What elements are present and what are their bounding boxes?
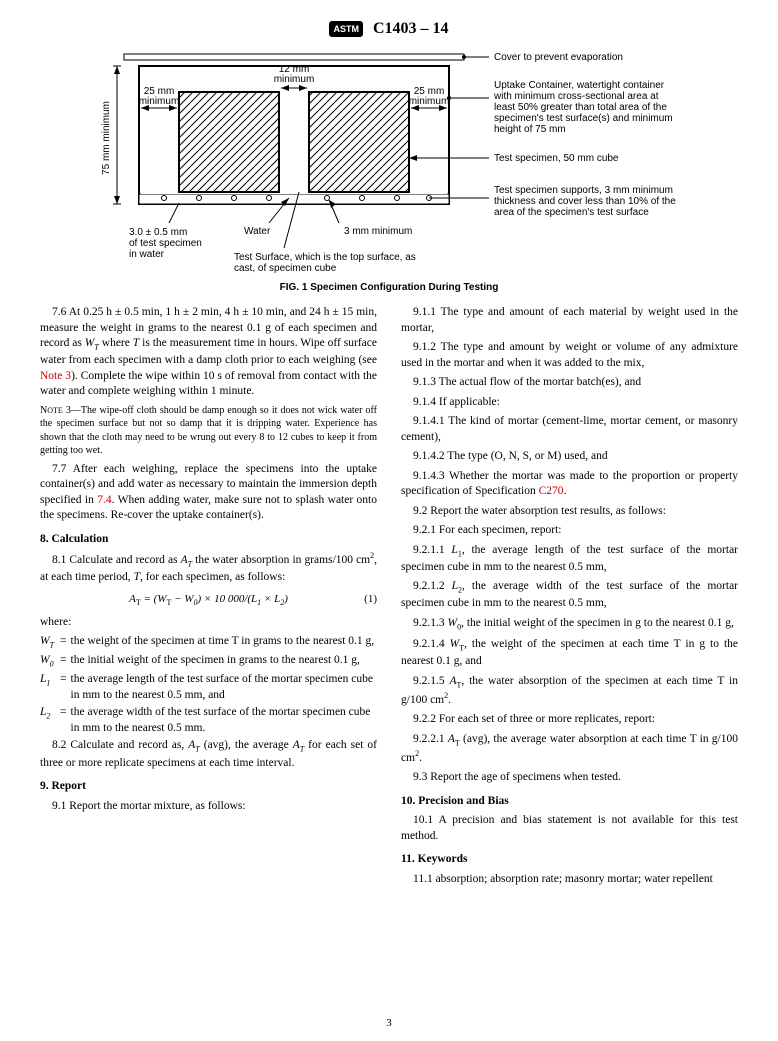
para-9-2-1-5: 9.2.1.5 AT, the water absorption of the …	[401, 674, 738, 708]
para-9-1-3: 9.1.3 The actual flow of the mortar batc…	[401, 375, 738, 391]
section-10: 10. Precision and Bias	[401, 794, 738, 810]
where-label: where:	[40, 615, 377, 631]
astm-logo: ASTM	[329, 21, 363, 37]
equation-number: (1)	[364, 592, 377, 607]
para-9-1: 9.1 Report the mortar mixture, as follow…	[40, 799, 377, 815]
svg-text:height of 75 mm: height of 75 mm	[494, 124, 566, 135]
para-9-1-1: 9.1.1 The type and amount of each materi…	[401, 305, 738, 336]
svg-text:Cover to prevent evaporation: Cover to prevent evaporation	[494, 52, 623, 63]
svg-text:in water: in water	[129, 249, 165, 260]
svg-text:Uptake Container, watertight c: Uptake Container, watertight container	[494, 80, 665, 91]
page-header: ASTM C1403 – 14	[40, 20, 738, 38]
table-row: L2=the average width of the test surface…	[40, 705, 377, 738]
svg-text:of test specimen: of test specimen	[129, 238, 202, 249]
svg-text:75 mm minimum: 75 mm minimum	[101, 101, 112, 175]
para-7-7: 7.7 After each weighing, replace the spe…	[40, 462, 377, 524]
para-9-2-1-2: 9.2.1.2 L2, the average width of the tes…	[401, 579, 738, 612]
para-9-1-4-2: 9.1.4.2 The type (O, N, S, or M) used, a…	[401, 449, 738, 465]
svg-text:3.0 ± 0.5 mm: 3.0 ± 0.5 mm	[129, 227, 187, 238]
svg-text:cast, of specimen cube: cast, of specimen cube	[234, 263, 337, 274]
section-8: 8. Calculation	[40, 532, 377, 548]
note-3-ref: Note 3	[40, 370, 71, 382]
section-9: 9. Report	[40, 779, 377, 795]
para-9-1-2: 9.1.2 The type and amount by weight or v…	[401, 340, 738, 371]
para-9-2-1-4: 9.2.1.4 WT, the weight of the specimen a…	[401, 637, 738, 670]
para-9-1-4: 9.1.4 If applicable:	[401, 395, 738, 411]
svg-text:3 mm minimum: 3 mm minimum	[344, 226, 412, 237]
left-column: 7.6 At 0.25 h ± 0.5 min, 1 h ± 2 min, 4 …	[40, 305, 377, 891]
para-9-1-4-3: 9.1.4.3 Whether the mortar was made to t…	[401, 469, 738, 500]
svg-text:least 50% greater than total a: least 50% greater than total area of the	[494, 102, 667, 113]
para-7-6: 7.6 At 0.25 h ± 0.5 min, 1 h ± 2 min, 4 …	[40, 305, 377, 400]
svg-text:minimum: minimum	[274, 74, 315, 85]
para-9-3: 9.3 Report the age of specimens when tes…	[401, 770, 738, 786]
para-9-2-1-1: 9.2.1.1 L1, the average length of the te…	[401, 543, 738, 576]
page: ASTM C1403 – 14	[0, 0, 778, 1041]
svg-text:specimen's test surface(s) and: specimen's test surface(s) and minimum	[494, 113, 673, 124]
right-column: 9.1.1 The type and amount of each materi…	[401, 305, 738, 891]
definitions-table: WT=the weight of the specimen at time T …	[40, 634, 377, 738]
svg-text:Water: Water	[244, 226, 271, 237]
equation-1: AT = (WT − W0) × 10 000/(L1 × L2) (1)	[40, 592, 377, 609]
svg-text:Test specimen supports, 3 mm m: Test specimen supports, 3 mm minimum	[494, 185, 673, 196]
svg-text:Test specimen, 50 mm cube: Test specimen, 50 mm cube	[494, 153, 619, 164]
svg-text:Test Surface, which is the top: Test Surface, which is the top surface, …	[234, 252, 416, 263]
para-9-2-2-1: 9.2.2.1 AT (avg), the average water abso…	[401, 732, 738, 766]
para-11-1: 11.1 absorption; absorption rate; masonr…	[401, 872, 738, 888]
figure-1: 75 mm minimum 25 mm minimum 12 mm minimu…	[69, 48, 709, 293]
body-columns: 7.6 At 0.25 h ± 0.5 min, 1 h ± 2 min, 4 …	[40, 305, 738, 891]
svg-text:area of the specimen's test su: area of the specimen's test surface	[494, 207, 649, 218]
page-number: 3	[0, 1017, 778, 1029]
figure-svg: 75 mm minimum 25 mm minimum 12 mm minimu…	[69, 48, 709, 278]
figure-caption: FIG. 1 Specimen Configuration During Tes…	[69, 282, 709, 293]
table-row: L1=the average length of the test surfac…	[40, 672, 377, 705]
svg-text:with minimum cross-sectional a: with minimum cross-sectional area at	[493, 91, 659, 102]
ref-7-4: 7.4	[97, 494, 111, 506]
section-11: 11. Keywords	[401, 852, 738, 868]
table-row: W0=the initial weight of the specimen in…	[40, 653, 377, 672]
para-8-1: 8.1 Calculate and record as AT the water…	[40, 551, 377, 585]
svg-text:minimum: minimum	[409, 96, 450, 107]
para-9-2-2: 9.2.2 For each set of three or more repl…	[401, 712, 738, 728]
para-8-2: 8.2 Calculate and record as, AT (avg), t…	[40, 738, 377, 771]
standard-code: C1403 – 14	[373, 20, 449, 37]
note-3: NOTE 3—The wipe-off cloth should be damp…	[40, 404, 377, 458]
para-9-2-1-3: 9.2.1.3 W0, the initial weight of the sp…	[401, 616, 738, 633]
para-9-2-1: 9.2.1 For each specimen, report:	[401, 523, 738, 539]
para-9-2: 9.2 Report the water absorption test res…	[401, 504, 738, 520]
svg-text:thickness and cover less than: thickness and cover less than 10% of the	[494, 196, 676, 207]
ref-c270: C270	[539, 485, 564, 497]
para-9-1-4-1: 9.1.4.1 The kind of mortar (cement-lime,…	[401, 414, 738, 445]
table-row: WT=the weight of the specimen at time T …	[40, 634, 377, 653]
svg-text:minimum: minimum	[139, 96, 180, 107]
para-10-1: 10.1 A precision and bias statement is n…	[401, 813, 738, 844]
